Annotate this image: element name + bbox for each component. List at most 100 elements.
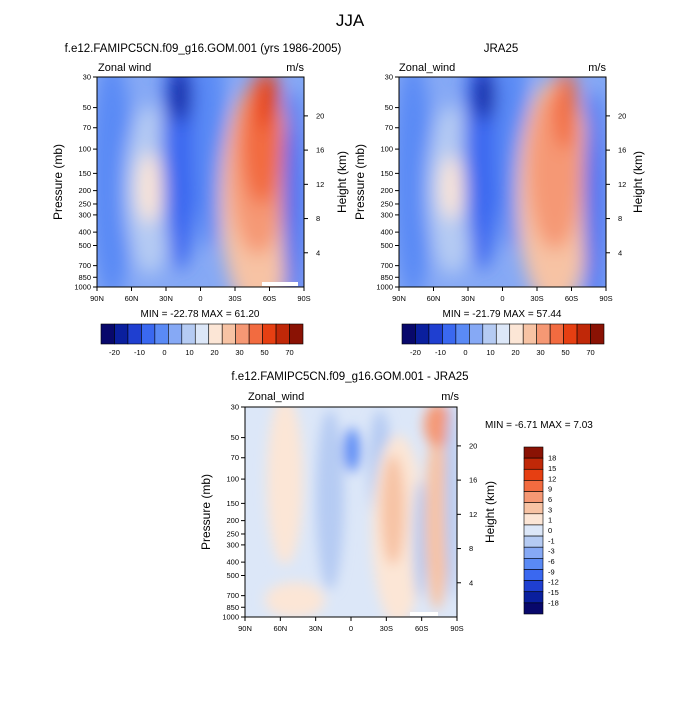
colorbar-swatch <box>523 558 544 570</box>
panel-diff-ylabel: Pressure (mb) <box>199 474 213 550</box>
colorbar-label: 10 <box>486 348 494 357</box>
colorbar-label: 15 <box>548 464 556 473</box>
colorbar-swatch <box>509 323 524 345</box>
y-tick-label: 70 <box>231 453 239 462</box>
y-tick-label: 1000 <box>376 283 393 292</box>
y-tick-label: 100 <box>380 145 393 154</box>
colorbar-swatch <box>523 502 544 515</box>
x-tick-label: 60S <box>565 294 578 303</box>
x-tick-label: 0 <box>349 624 353 633</box>
colorbar-label: 9 <box>548 485 552 494</box>
colorbar-label: -6 <box>548 557 555 566</box>
panel-obs-ylabel-right: Height (km) <box>631 151 645 213</box>
y2-tick-label: 8 <box>316 214 320 223</box>
colorbar-label: 12 <box>548 474 556 483</box>
colorbar-swatch <box>523 580 544 593</box>
x-tick-label: 30S <box>380 624 393 633</box>
y-tick-label: 100 <box>78 145 91 154</box>
panel-obs-stats: MIN = -21.79 MAX = 57.44 <box>443 309 562 320</box>
colorbar-swatch <box>275 323 290 345</box>
colorbar-swatch <box>523 491 544 503</box>
y2-tick-label: 20 <box>469 441 477 450</box>
y-tick-label: 850 <box>226 603 239 612</box>
x-tick-label: 30N <box>159 294 173 303</box>
panel-diff-contours <box>245 407 457 617</box>
y2-tick-label: 16 <box>469 476 477 485</box>
y-tick-label: 150 <box>380 169 393 178</box>
colorbar-label: 30 <box>536 348 544 357</box>
y-tick-label: 250 <box>78 199 91 208</box>
panel-diff-title: f.e12.FAMIPC5CN.f09_g16.GOM.001 - JRA25 <box>231 371 468 383</box>
colorbar-label: 10 <box>185 348 193 357</box>
panel-model-ylabel: Pressure (mb) <box>51 144 65 220</box>
panel-model-subtitle-left: Zonal wind <box>98 62 151 74</box>
y-tick-label: 30 <box>231 403 239 412</box>
colorbar-swatch <box>235 323 250 345</box>
x-tick-label: 90N <box>238 624 252 633</box>
y-tick-label: 1000 <box>74 283 91 292</box>
x-tick-label: 90S <box>297 294 310 303</box>
colorbar-label: -3 <box>548 547 555 556</box>
colorbar-label: 20 <box>210 348 218 357</box>
y2-tick-label: 4 <box>316 248 320 257</box>
colorbar-swatch <box>194 323 210 345</box>
colorbar-swatch <box>523 591 544 604</box>
colorbar-label: 50 <box>260 348 268 357</box>
x-tick-label: 60N <box>125 294 139 303</box>
colorbar-swatch <box>523 480 544 492</box>
x-tick-label: 60S <box>263 294 276 303</box>
colorbar-swatch <box>221 323 236 345</box>
colorbar-swatch <box>523 535 544 548</box>
colorbar-swatch <box>523 569 544 581</box>
y-tick-label: 300 <box>78 210 91 219</box>
colorbar-label: 3 <box>548 505 552 514</box>
y-tick-label: 700 <box>78 261 91 270</box>
x-tick-label: 60N <box>273 624 287 633</box>
colorbar-label: -9 <box>548 567 555 576</box>
colorbar-swatch <box>523 468 544 481</box>
colorbar-swatch <box>523 524 544 537</box>
colorbar-label: 0 <box>162 348 166 357</box>
colorbar-swatch <box>100 323 115 345</box>
colorbar-swatch <box>536 323 551 345</box>
y-tick-label: 400 <box>380 228 393 237</box>
colorbar-label: -15 <box>548 588 559 597</box>
panel-obs-subtitle-right: m/s <box>588 62 606 74</box>
panel-model-stats: MIN = -22.78 MAX = 61.20 <box>141 309 260 320</box>
x-tick-label: 60S <box>415 624 428 633</box>
y2-tick-label: 8 <box>469 544 473 553</box>
colorbar-swatch <box>141 323 156 345</box>
y-tick-label: 50 <box>231 433 239 442</box>
y-tick-label: 200 <box>380 186 393 195</box>
y-tick-label: 850 <box>78 273 91 282</box>
y-tick-label: 250 <box>380 199 393 208</box>
y2-tick-label: 4 <box>618 248 622 257</box>
x-tick-label: 90S <box>599 294 612 303</box>
colorbar-label: 1 <box>548 516 552 525</box>
colorbar-label: -10 <box>134 348 145 357</box>
panel-diff-subtitle-left: Zonal_wind <box>248 391 304 403</box>
y2-tick-label: 16 <box>618 146 626 155</box>
y-tick-label: 700 <box>226 591 239 600</box>
panel-obs-subtitle-left: Zonal_wind <box>399 62 455 74</box>
colorbar-swatch <box>114 323 129 345</box>
y-tick-label: 30 <box>83 73 91 82</box>
colorbar-swatch <box>168 323 183 345</box>
colorbar-label: 0 <box>548 526 552 535</box>
colorbar-swatch <box>154 323 169 345</box>
colorbar-swatch <box>442 323 457 345</box>
y-tick-label: 150 <box>78 169 91 178</box>
y-tick-label: 400 <box>78 228 91 237</box>
y-tick-label: 150 <box>226 499 239 508</box>
page-title: JJA <box>336 11 365 30</box>
colorbar-swatch <box>455 323 470 345</box>
y-tick-label: 50 <box>385 103 393 112</box>
y-tick-label: 100 <box>226 475 239 484</box>
x-tick-label: 30N <box>461 294 475 303</box>
x-tick-label: 90S <box>450 624 463 633</box>
colorbar-label: -10 <box>435 348 446 357</box>
colorbar-swatch <box>590 323 605 345</box>
colorbar-swatch <box>289 323 304 345</box>
y2-tick-label: 4 <box>469 578 473 587</box>
